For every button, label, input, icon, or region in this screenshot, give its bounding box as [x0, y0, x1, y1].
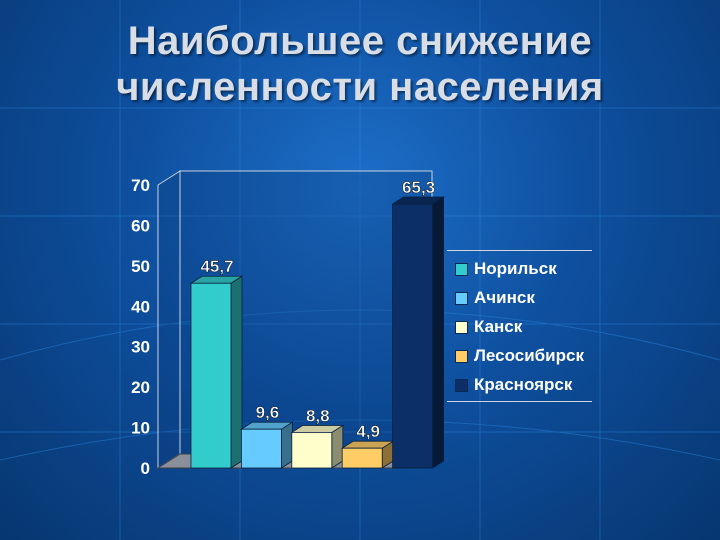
legend-label: Лесосибирск: [474, 346, 584, 365]
legend-item: Красноярск: [455, 373, 572, 397]
chart-side-wall: [157, 170, 181, 469]
y-tick-label: 60: [131, 216, 150, 235]
y-tick-label: 20: [131, 378, 150, 397]
bar-side: [280, 421, 293, 469]
bar-value-label: 4,9: [356, 422, 380, 441]
bar-value-label: 65,3: [402, 178, 435, 197]
legend-swatch: [455, 291, 468, 305]
bar-value-label: 8,8: [306, 406, 330, 425]
legend-label: Красноярск: [474, 375, 573, 394]
chart-legend: Норильск Ачинск Канск Лесосибирск Красноярск: [447, 250, 592, 402]
bar: [392, 203, 434, 469]
bar: [291, 432, 333, 469]
page-title: Наибольшее снижение численности населени…: [0, 18, 720, 110]
title-line-2: численности населения: [116, 65, 604, 109]
legend-label: Норильск: [474, 259, 557, 278]
bar-side: [230, 275, 243, 469]
bar-side: [432, 196, 445, 469]
y-tick-label: 30: [131, 338, 150, 357]
y-tick-label: 0: [141, 459, 150, 478]
y-tick-label: 10: [131, 419, 150, 438]
bar-value-label: 45,7: [200, 257, 233, 276]
legend-swatch: [455, 262, 468, 276]
legend-swatch: [455, 320, 468, 334]
title-line-1: Наибольшее снижение: [127, 19, 593, 63]
bar: [240, 428, 282, 469]
legend-label: Ачинск: [474, 288, 535, 307]
bar-value-label: 9,6: [256, 403, 280, 422]
y-tick-label: 70: [131, 176, 150, 195]
legend-swatch: [455, 349, 468, 363]
legend-swatch: [455, 378, 468, 392]
bar: [190, 282, 232, 469]
legend-item: Норильск: [455, 257, 557, 281]
legend-item: Ачинск: [455, 286, 535, 310]
legend-label: Канск: [474, 317, 523, 336]
legend-item: Лесосибирск: [455, 344, 584, 368]
bar: [341, 447, 383, 469]
y-tick-label: 50: [131, 257, 150, 276]
y-tick-label: 40: [131, 297, 150, 316]
legend-item: Канск: [455, 315, 522, 339]
